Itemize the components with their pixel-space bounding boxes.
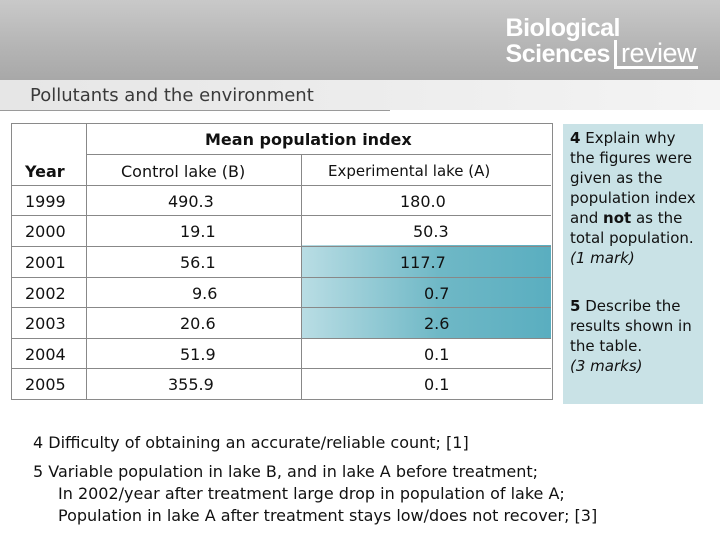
cell-control: 51.9 bbox=[180, 345, 216, 364]
cell-year: 1999 bbox=[25, 192, 66, 211]
treatment-highlight bbox=[302, 245, 551, 339]
logo-line-sciences: Sciences bbox=[505, 40, 611, 68]
question-number: 4 bbox=[570, 129, 581, 147]
cell-control: 19.1 bbox=[180, 222, 216, 241]
cell-year: 2000 bbox=[25, 222, 66, 241]
cell-control: 355.9 bbox=[168, 375, 214, 394]
table-rule bbox=[11, 307, 551, 308]
marks-label: (1 mark) bbox=[570, 249, 635, 267]
cell-control: 490.3 bbox=[168, 192, 214, 211]
header-banner bbox=[0, 0, 720, 80]
answer-line: 5 Variable population in lake B, and in … bbox=[33, 462, 539, 481]
table-group-header: Mean population index bbox=[205, 130, 412, 149]
table-rule bbox=[11, 368, 551, 369]
cell-experimental: 2.6 bbox=[424, 314, 450, 333]
cell-year: 2002 bbox=[25, 284, 66, 303]
logo-line-review: review bbox=[613, 40, 698, 69]
table-rule bbox=[11, 277, 551, 278]
question-number: 5 bbox=[570, 297, 581, 315]
column-header-experimental: Experimental lake (A) bbox=[328, 162, 491, 180]
logo: Biological Sciences review bbox=[506, 16, 698, 69]
answer-line: In 2002/year after treatment large drop … bbox=[58, 484, 565, 503]
marks-label: (3 marks) bbox=[570, 357, 643, 375]
cell-experimental: 117.7 bbox=[400, 253, 446, 272]
questions-box bbox=[563, 124, 703, 404]
answer-5: 5 Variable population in lake B, and in … bbox=[33, 461, 597, 527]
question-5: 5 Describe the results shown in the tabl… bbox=[570, 296, 702, 376]
table-rule bbox=[86, 154, 551, 155]
table-rule bbox=[11, 246, 551, 247]
divider bbox=[0, 110, 390, 111]
cell-year: 2005 bbox=[25, 375, 66, 394]
cell-experimental: 180.0 bbox=[400, 192, 446, 211]
cell-experimental: 0.1 bbox=[424, 375, 450, 394]
table-rule bbox=[11, 215, 551, 216]
cell-year: 2003 bbox=[25, 314, 66, 333]
table-col-divider bbox=[301, 154, 302, 399]
table-rule bbox=[11, 185, 551, 186]
cell-experimental: 0.7 bbox=[424, 284, 450, 303]
question-4: 4 Explain why the figures were given as … bbox=[570, 128, 702, 268]
cell-experimental: 0.1 bbox=[424, 345, 450, 364]
column-header-year: Year bbox=[25, 162, 65, 181]
question-text: Describe the results shown in the table. bbox=[570, 297, 692, 355]
cell-control: 56.1 bbox=[180, 253, 216, 272]
subtitle-bar bbox=[0, 80, 720, 110]
cell-control: 20.6 bbox=[180, 314, 216, 333]
column-header-control: Control lake (B) bbox=[121, 162, 246, 181]
cell-experimental: 50.3 bbox=[413, 222, 449, 241]
cell-control: 9.6 bbox=[192, 284, 218, 303]
question-text: Explain why the figures were given as th… bbox=[570, 129, 696, 227]
answer-line: Population in lake A after treatment sta… bbox=[58, 506, 598, 525]
cell-year: 2001 bbox=[25, 253, 66, 272]
question-text: as the total population. bbox=[570, 209, 694, 247]
answer-4: 4 Difficulty of obtaining an accurate/re… bbox=[33, 433, 469, 452]
page-title: Pollutants and the environment bbox=[30, 85, 314, 106]
table-col-divider bbox=[86, 123, 87, 399]
table-rule bbox=[11, 338, 551, 339]
emphasis: not bbox=[603, 209, 632, 227]
cell-year: 2004 bbox=[25, 345, 66, 364]
logo-line-biological: Biological bbox=[505, 14, 621, 42]
